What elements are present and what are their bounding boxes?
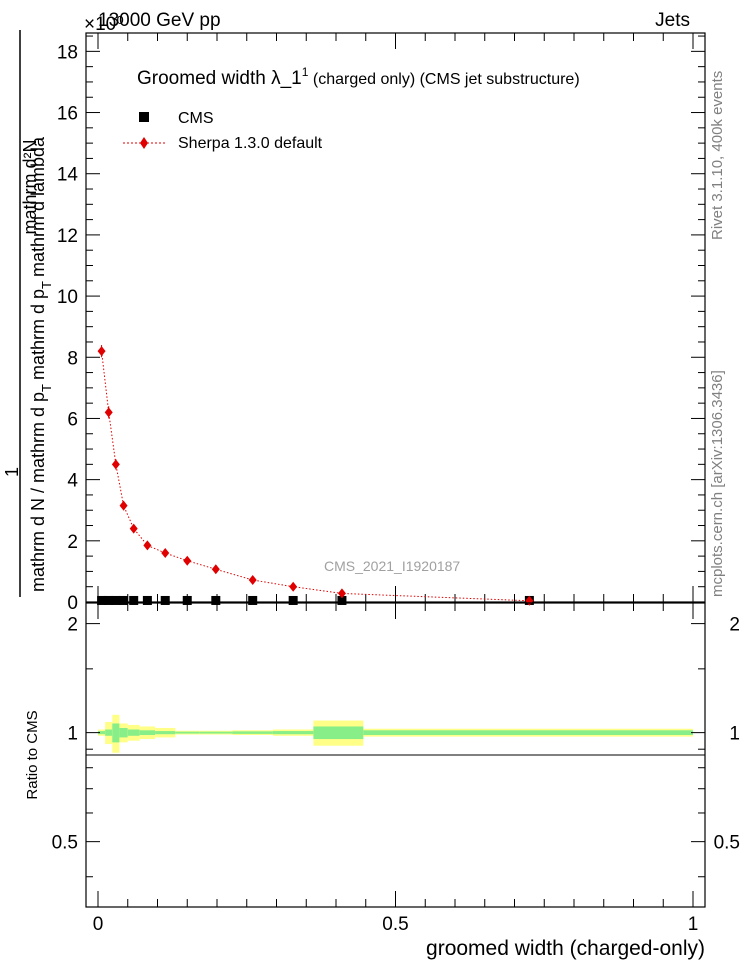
header-exponent: ×10⁰ [84,14,124,35]
main-ylabel: 1 mathrm d²N mathrm d N / mathrm d pTmat… [2,30,54,597]
ratio-band-inner [119,727,128,738]
ratio-xticks: 0 0.5 1 [93,603,699,935]
mc-data-point [111,459,120,470]
main-ytick-label: 10 [57,287,78,308]
rivet-label: Rivet 3.1.10, 400k events [709,71,726,240]
main-ytick-label: 0 [67,593,78,614]
ratio-ytick-label-left: 2 [67,615,78,636]
ratio-band-inner [112,723,120,743]
ratio-ytick-label-left: 1 [67,724,78,745]
ratio-band-inner [105,729,113,736]
ratio-band-inner [127,729,140,736]
mc-data-point [183,555,192,566]
cms-data-point [337,595,347,605]
chart-title-rest: (charged only) (CMS jet substructure) [308,71,579,88]
ylabel-sub-a: T [39,384,54,392]
mc-data-point [129,523,138,534]
mc-data-point [104,407,113,418]
ratio-band-inner [175,731,200,734]
main-ytick-label: 18 [57,42,78,63]
cms-data-point [97,595,107,605]
main-ytick-label: 4 [67,471,78,492]
cms-data-point [111,595,121,605]
xtick-label: 0 [93,914,104,935]
ylabel-numerator: mathrm d²N [20,139,40,234]
mc-data-point [161,548,170,559]
cms-data-point [248,595,258,605]
chart-title: Groomed width λ_11 (charged only) (CMS j… [137,65,580,89]
ratio-ytick-label-right: 2 [729,615,740,636]
ylabel-one: 1 [2,467,22,477]
mc-data-point [248,574,257,585]
ratio-ylabel: Ratio to CMS [24,710,41,799]
chart-title-main: Groomed width λ_1 [137,68,302,89]
ylabel-denominator-b: mathrm d p [28,289,48,380]
cms-data-point [288,595,298,605]
ratio-band-inner [313,726,364,740]
ratio-ytick-label-right: 0.5 [714,833,740,854]
mc-data-point [289,581,298,592]
ratio-band-inner [363,730,693,736]
analysis-label: CMS_2021_I1920187 [324,558,460,574]
ratio-band-inner [272,731,314,735]
main-yticks: 0 2 4 6 8 10 12 14 16 18 [57,35,705,614]
ratio-yticks: 0.5 0.5 1 1 2 2 [52,615,740,878]
main-ytick-label: 12 [57,226,78,247]
ratio-xlabel: groomed width (charged-only) [426,937,705,960]
ylabel-denominator-c: mathrm d lambda [28,136,48,277]
chart-title-sup: 1 [302,65,309,79]
main-ytick-label: 8 [67,348,78,369]
mc-data-point [143,540,152,551]
mc-data-point [119,500,128,511]
main-ytick-label: 6 [67,409,78,430]
mc-data-point [211,564,220,575]
ratio-band-inner [155,731,176,735]
header-right: Jets [655,10,690,31]
cms-data-point [211,595,221,605]
ratio-plot: 0.5 0.51 12 2 0 0.5 1 Ratio to CMS groomed wi… [24,602,740,960]
cms-data-point [182,595,192,605]
mc-series-line [101,351,530,602]
ratio-ytick-label-left: 0.5 [52,833,78,854]
main-ytick-label: 14 [57,165,79,186]
main-ytick-label: 2 [67,532,78,553]
cms-data-point [129,595,139,605]
legend-data-label: CMS [178,110,214,127]
main-series [97,345,534,606]
cms-data-point [142,595,152,605]
ylabel-sub-b: T [39,281,54,289]
ratio-band-inner [199,731,233,734]
legend-mc-marker [140,137,148,149]
legend-mc-label: Sherpa 1.3.0 default [178,135,323,152]
ratio-bands [98,714,693,753]
cms-data-point [119,595,129,605]
mc-data-point [337,588,346,599]
cms-data-point [160,595,170,605]
header-left: 13000 GeV pp [98,10,221,31]
ratio-band-inner [98,731,106,735]
ratio-band-inner [232,731,273,734]
legend: CMS Sherpa 1.3.0 default [123,110,323,152]
xtick-label: 1 [688,914,699,935]
ylabel-denominator: mathrm d N / mathrm d pTmathrm d pTmathr… [28,136,54,592]
ylabel-denominator-a: mathrm d N / mathrm d p [28,392,48,592]
main-ytick-label: 16 [57,104,78,125]
mc-data-point [97,346,106,357]
ratio-band-inner [139,730,156,736]
cms-data-point [104,595,114,605]
xtick-label: 0.5 [382,914,408,935]
legend-data-marker [139,112,149,122]
mcplots-label: mcplots.cern.ch [arXiv:1306.3436] [709,370,726,597]
ratio-ytick-label-right: 1 [729,724,740,745]
